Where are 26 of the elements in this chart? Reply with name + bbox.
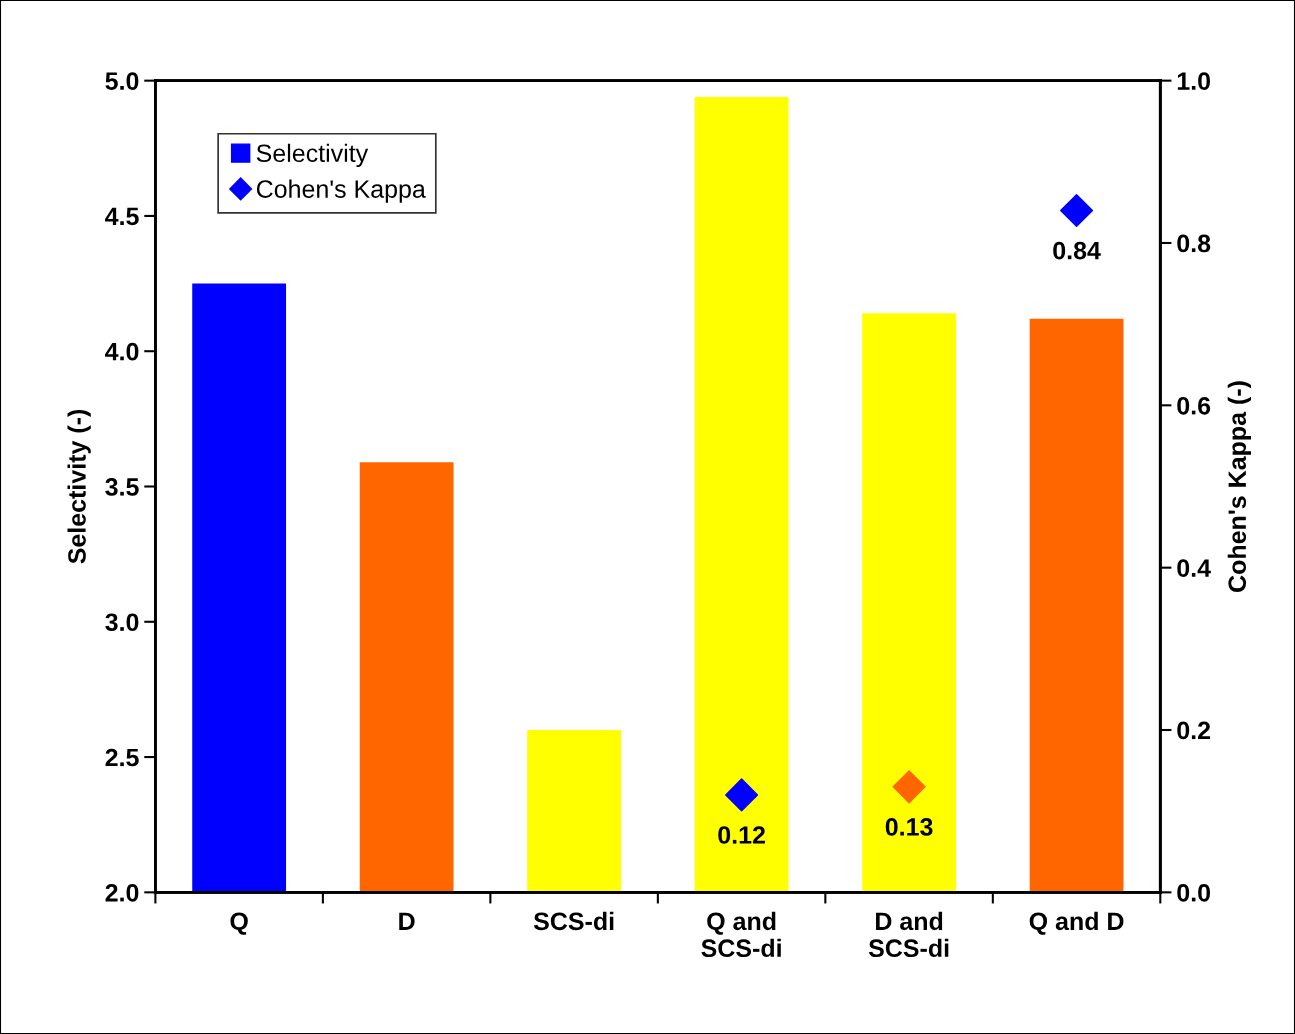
y2-axis-title: Cohen's Kappa (-) [1227,381,1252,592]
y2-tick-label: 0.0 [1177,883,1211,902]
y-tick-label: 2.5 [105,748,139,767]
x-tick-label: D [399,912,415,930]
data-label: 0.84 [1053,241,1101,260]
y-tick-label: 5.0 [105,72,139,90]
y2-tick-label: 1.0 [1177,72,1211,90]
y2-tick-label: 0.2 [1177,721,1211,740]
x-tick-label: D and SCS-di [868,911,949,958]
legend-label: Selectivity [256,143,369,168]
y-tick-label: 3.0 [105,613,139,632]
x-tick-label: Q [230,912,248,935]
data-label: 0.12 [718,826,765,844]
y-tick-label: 4.0 [105,342,139,361]
data-label: 0.13 [885,818,933,836]
y2-tick-label: 0.4 [1177,559,1211,577]
y-tick-label: 2.0 [105,883,139,902]
y-axis-title: Selectivity (-) [67,409,91,564]
y2-tick-label: 0.6 [1177,396,1211,415]
legend-label: Cohen's Kappa [256,179,426,203]
y2-tick-label: 0.8 [1177,234,1211,253]
x-tick-label: Q and D [1029,911,1124,935]
y-tick-label: 3.5 [105,478,139,496]
x-tick-label: Q and SCS-di [701,911,781,958]
y-tick-label: 4.5 [105,207,139,226]
x-tick-label: SCS-di [533,911,614,931]
